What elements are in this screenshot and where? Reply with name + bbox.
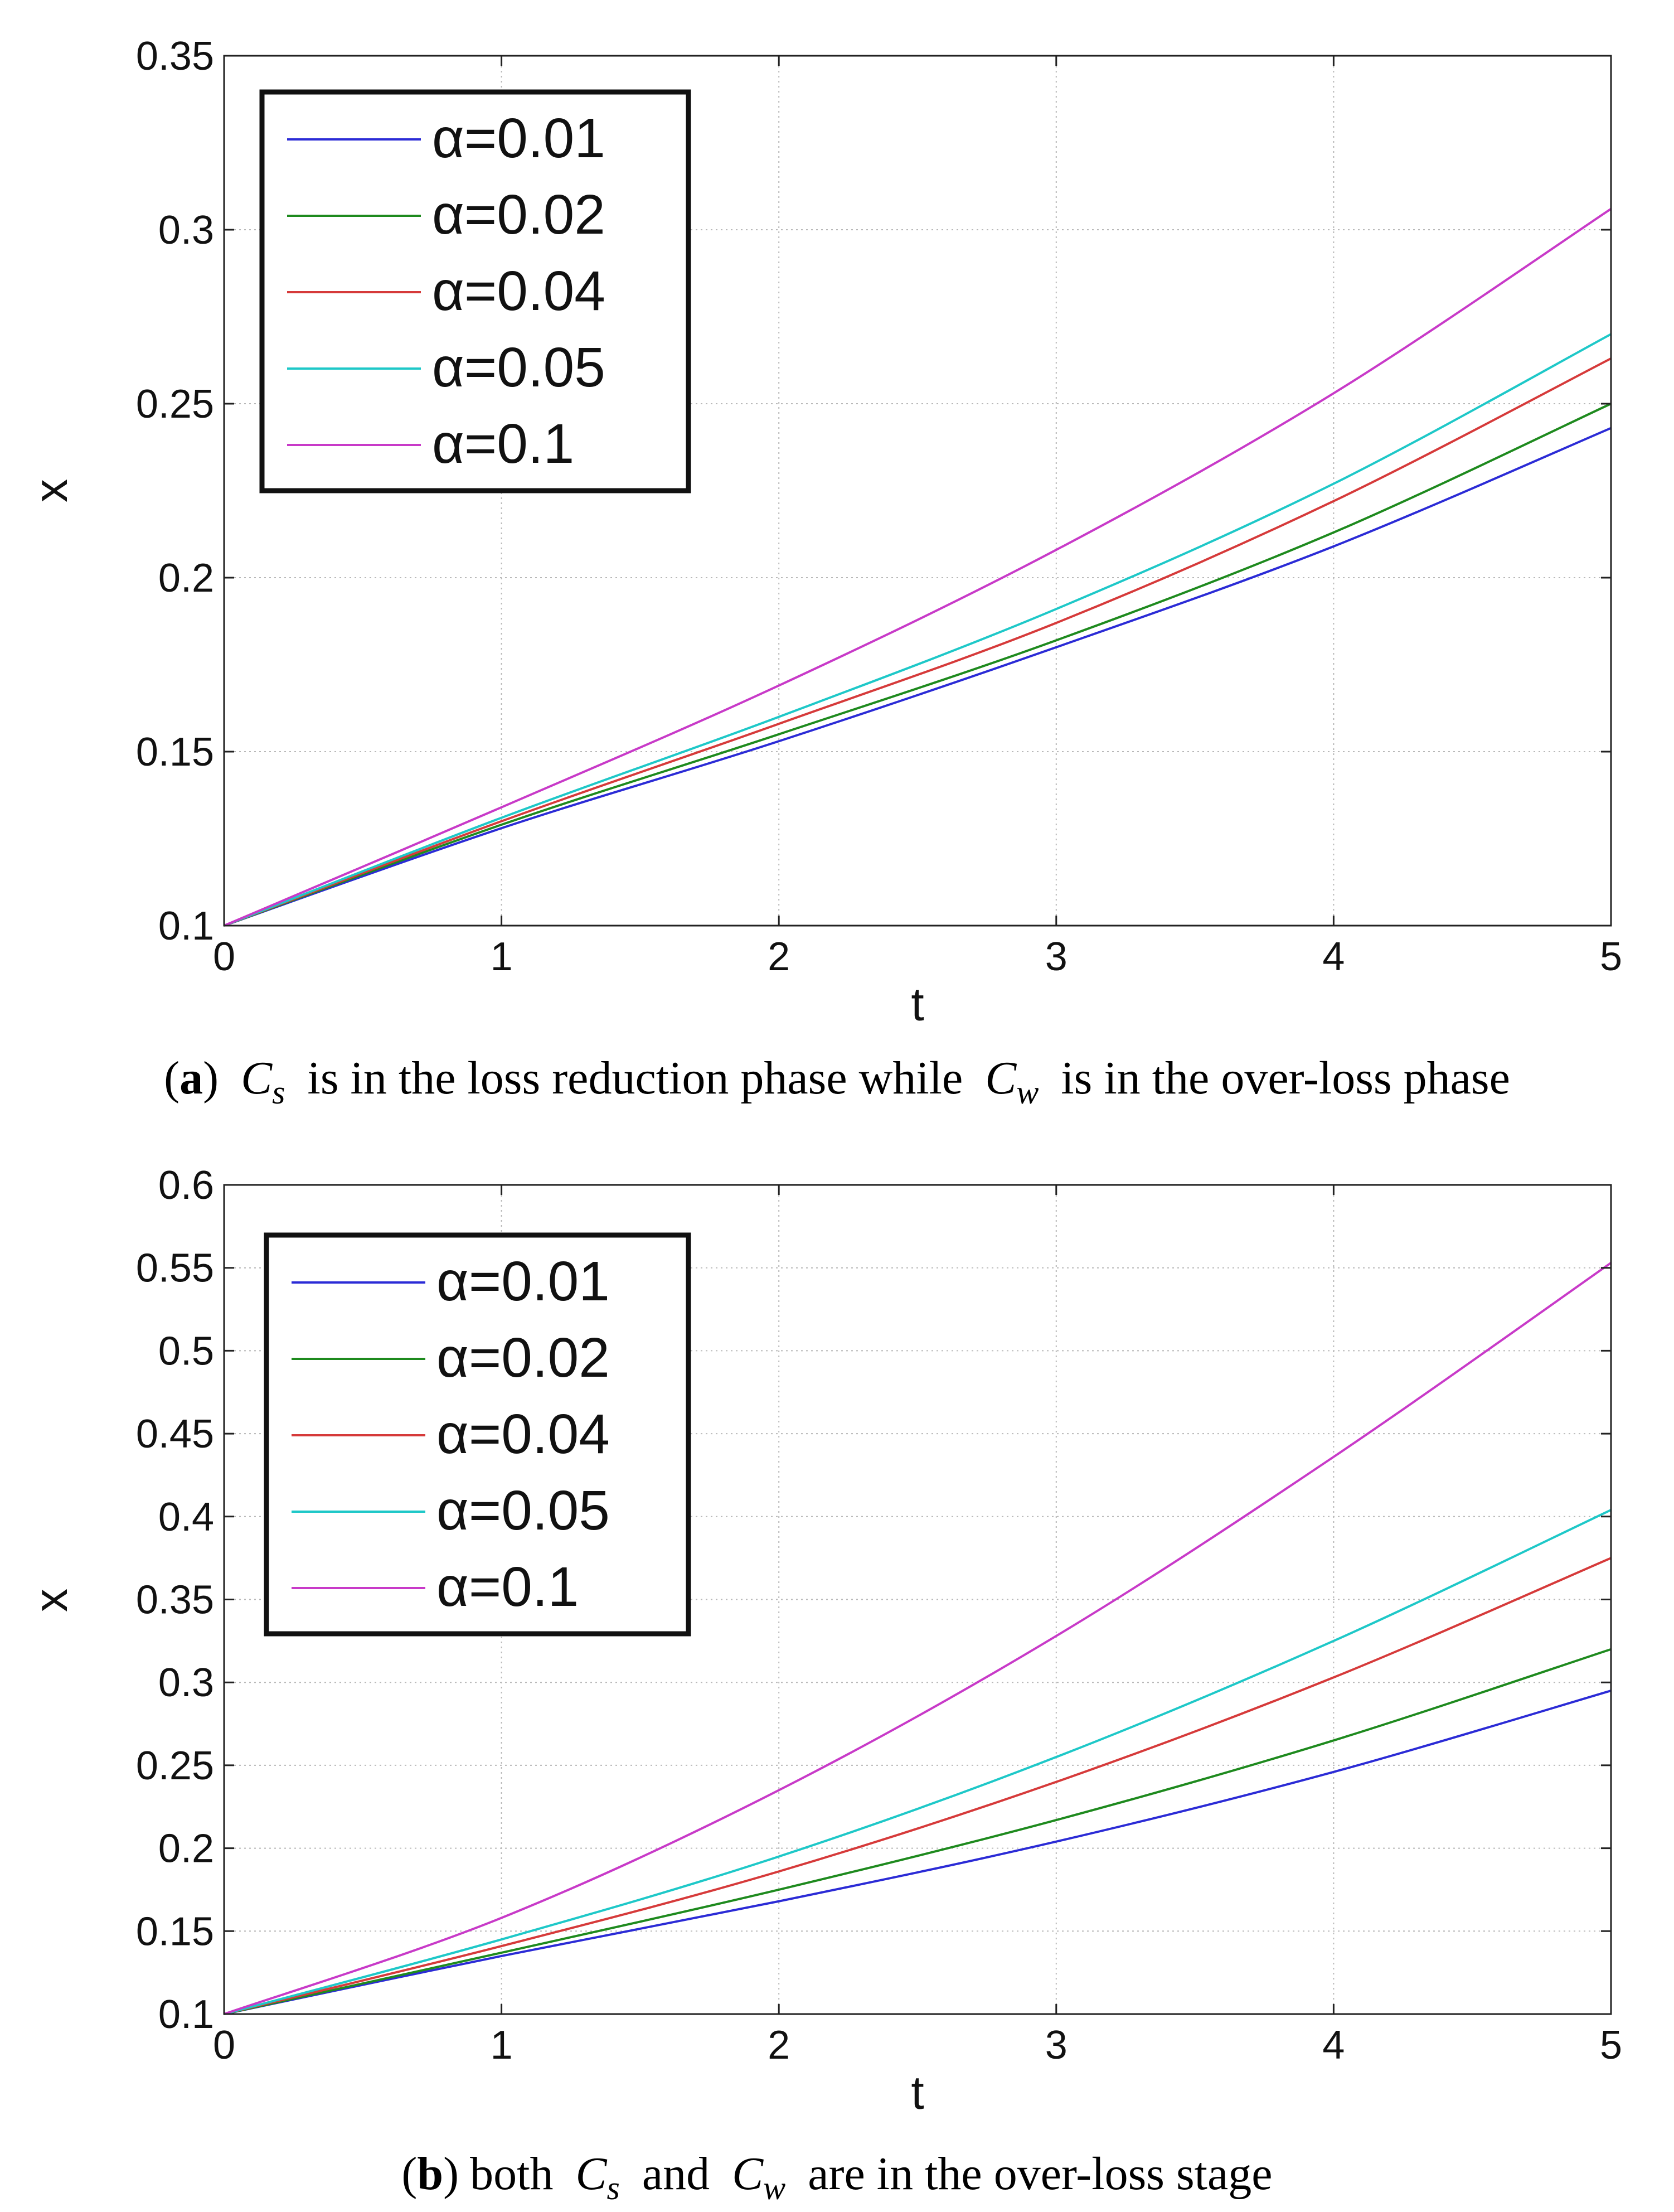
chart-a-y-tick-label: 0.1: [158, 904, 214, 948]
chart-a-x-tick-label: 5: [1600, 935, 1622, 979]
chart-a-y-axis-label: x: [25, 479, 77, 502]
chart-a-y-tick-label: 0.35: [136, 34, 214, 79]
figure-a: 0 1 2 3 4 5 0.1 0.15 0.2 0.25 0.3 0.35 t x α=0.01 α=0.0…: [25, 34, 1622, 1111]
chart-a-series-line-1: [224, 427, 1612, 927]
chart-a-x-tick-label: 4: [1322, 935, 1345, 979]
chart-b-x-tick-label: 3: [1045, 2023, 1068, 2068]
chart-a-axes-frame: [223, 55, 1612, 927]
chart-b-y-tick-label: 0.35: [136, 1578, 214, 1623]
chart-b-y-tick-label: 0.1: [158, 1992, 214, 2037]
caption-a-text2: is in the over-loss phase: [1061, 1052, 1510, 1104]
chart-b-series-line-5: [224, 1262, 1612, 2015]
chart-b-series-line-2: [224, 1648, 1612, 2015]
chart-b-x-tick-label: 4: [1322, 2023, 1345, 2068]
caption-b-sub2: w: [763, 2169, 786, 2206]
chart-a-legend-label-2: α=0.02: [432, 183, 605, 246]
figure-b: 0 1 2 3 4 5 0.1 0.15 0.2 0.25 0.3 0.35 0.4 0.45 0.5 0.5…: [0, 1121, 1674, 2212]
chart-a-series-line-3: [224, 357, 1612, 927]
caption-b-text2: are in the over-loss stage: [808, 2148, 1273, 2200]
chart-b-legend-label-1: α=0.01: [436, 1250, 610, 1313]
caption-a-sub1: s: [272, 1073, 285, 1111]
caption-a-label: a: [179, 1052, 203, 1104]
chart-a-x-tick-label: 1: [491, 935, 513, 979]
chart-b-y-tick-label: 0.45: [136, 1412, 214, 1456]
chart-b: 0 1 2 3 4 5 0.1 0.15 0.2 0.25 0.3 0.35 0.4 0.45 0.5 0.5…: [25, 1163, 1622, 2119]
caption-a-sub2: w: [1016, 1073, 1039, 1111]
chart-b-x-tick-label: 5: [1600, 2023, 1622, 2068]
chart-b-series-line-3: [224, 1557, 1612, 2015]
chart-b-legend-label-5: α=0.1: [436, 1556, 579, 1618]
chart-a-y-tick-label: 0.15: [136, 730, 214, 775]
chart-b-y-tick-label: 0.25: [136, 1744, 214, 1788]
chart-a-legend-label-3: α=0.04: [432, 260, 605, 322]
chart-b-x-axis-label: t: [911, 2066, 924, 2119]
chart-a-series-line-4: [224, 333, 1612, 927]
chart-a: 0 1 2 3 4 5 0.1 0.15 0.2 0.25 0.3 0.35 t x α=0.01 α=0.0…: [25, 34, 1622, 1030]
chart-b-legend-label-4: α=0.05: [436, 1479, 610, 1542]
chart-b-y-axis-label: x: [25, 1589, 77, 1612]
caption-b-text1: and: [642, 2148, 710, 2200]
chart-b-y-tick-label: 0.15: [136, 1909, 214, 1954]
caption-b-text0: both: [470, 2148, 554, 2200]
chart-a-legend-label-5: α=0.1: [432, 413, 574, 475]
chart-b-y-tick-label: 0.5: [158, 1329, 214, 1373]
chart-a-x-tick-label: 3: [1045, 935, 1068, 979]
chart-b-x-tick-label: 2: [768, 2023, 790, 2068]
chart-b-x-tick-label: 0: [213, 2023, 235, 2068]
caption-a: (a) Cs is in the loss reduction phase whil…: [164, 1052, 1510, 1111]
caption-a-text1: is in the loss reduction phase while: [307, 1052, 963, 1104]
chart-b-legend-label-2: α=0.02: [436, 1327, 610, 1389]
chart-a-y-tick-label: 0.25: [136, 382, 214, 427]
chart-b-legend-label-3: α=0.04: [436, 1403, 610, 1465]
chart-b-y-tick-label: 0.4: [158, 1495, 214, 1540]
chart-b-y-tick-label: 0.2: [158, 1827, 214, 1871]
chart-b-series-line-4: [224, 1509, 1612, 2015]
caption-b-sym2: C: [732, 2148, 764, 2200]
chart-b-y-tick-label: 0.6: [158, 1163, 214, 1208]
chart-a-x-tick-label: 0: [213, 935, 235, 979]
chart-a-legend-label-1: α=0.01: [432, 107, 605, 170]
caption-b: (b) both Cs and Cw are in the over-loss stage: [401, 2148, 1273, 2206]
chart-b-x-tick-label: 1: [491, 2023, 513, 2068]
caption-a-sym1: C: [241, 1052, 273, 1104]
chart-a-legend-label-4: α=0.05: [432, 336, 605, 399]
caption-b-sym1: C: [575, 2148, 607, 2200]
chart-b-y-tick-label: 0.55: [136, 1246, 214, 1291]
caption-b-sub1: s: [606, 2169, 620, 2206]
caption-a-sym2: C: [985, 1052, 1017, 1104]
chart-a-x-axis-label: t: [911, 978, 924, 1030]
caption-b-label: b: [417, 2148, 444, 2200]
chart-a-series-line-5: [224, 207, 1612, 927]
chart-b-series-line-1: [224, 1690, 1612, 2015]
chart-a-y-tick-label: 0.2: [158, 556, 214, 601]
chart-a-x-tick-label: 2: [768, 935, 790, 979]
chart-a-y-tick-label: 0.3: [158, 208, 214, 253]
chart-b-y-tick-label: 0.3: [158, 1661, 214, 1705]
chart-a-series-line-2: [224, 403, 1612, 927]
